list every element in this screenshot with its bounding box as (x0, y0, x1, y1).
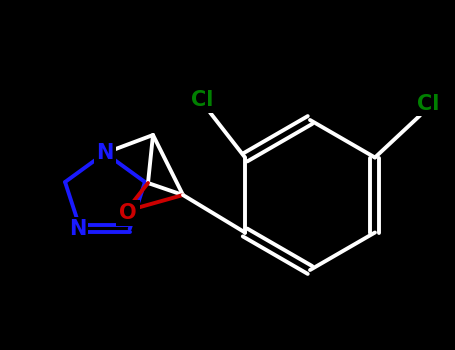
Text: N: N (96, 143, 114, 163)
Text: N: N (69, 219, 86, 239)
Text: Cl: Cl (417, 93, 439, 113)
Text: Cl: Cl (191, 91, 213, 111)
Text: O: O (119, 203, 137, 223)
